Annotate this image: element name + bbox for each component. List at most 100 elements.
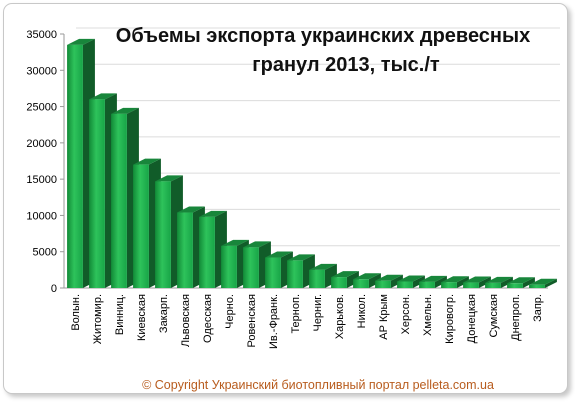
bar-top xyxy=(89,93,117,100)
bar-front xyxy=(89,99,105,288)
bar xyxy=(397,275,425,288)
x-tick-label: Закарп. xyxy=(158,294,170,333)
bar-front xyxy=(199,216,215,288)
bar-top xyxy=(375,274,403,281)
bar-front xyxy=(353,279,369,288)
x-tick-label: Херсон. xyxy=(400,294,412,334)
bar xyxy=(375,274,403,288)
bar-front xyxy=(419,281,435,288)
bar-side xyxy=(500,276,513,288)
bar-top xyxy=(243,241,271,248)
x-tick-label: Никол. xyxy=(356,294,368,328)
x-tick-label: Хмельн. xyxy=(422,294,434,336)
bar-top xyxy=(419,275,447,282)
y-tick-label: 30000 xyxy=(26,65,57,77)
bar xyxy=(441,276,469,288)
bar xyxy=(507,277,535,288)
bar-top xyxy=(309,263,337,270)
bar-front xyxy=(221,245,237,288)
bar-side xyxy=(456,276,469,288)
y-tick-label: 20000 xyxy=(26,138,57,150)
x-tick-label: Сумская xyxy=(488,294,500,338)
bar-top xyxy=(67,38,95,45)
x-tick-label: Черниг. xyxy=(312,294,324,332)
chart-title-line-2: гранул 2013, тыс./т xyxy=(252,54,440,76)
bar-front xyxy=(111,113,127,288)
x-tick-label: Черно. xyxy=(224,294,236,329)
bar xyxy=(331,271,359,288)
x-tick-label: Львовская xyxy=(180,294,192,347)
x-tick-label: Ив.-Франк. xyxy=(268,294,280,349)
bar-top xyxy=(111,107,139,114)
bar xyxy=(309,263,337,288)
bar-side xyxy=(412,275,425,288)
bar-top xyxy=(353,273,381,280)
bar-front xyxy=(287,260,303,288)
x-tick-label: Донецкая xyxy=(466,294,478,343)
bar-front xyxy=(265,257,281,288)
bar xyxy=(529,278,557,288)
bar-side xyxy=(346,271,359,288)
bar xyxy=(419,275,447,288)
bar-front xyxy=(243,247,259,288)
copyright-text: © Copyright Украинский биотопливный порт… xyxy=(142,378,494,392)
bar-top xyxy=(485,276,513,283)
bar-top xyxy=(397,275,425,282)
y-tick-label: 25000 xyxy=(26,102,57,114)
bar-top xyxy=(221,239,249,246)
bar-top xyxy=(265,251,293,258)
y-tick-label: 15000 xyxy=(26,174,57,186)
bar-front xyxy=(441,282,457,288)
bar xyxy=(463,276,491,288)
x-tick-label: Кировогр. xyxy=(444,294,456,344)
bar-front xyxy=(397,281,413,288)
bar-front xyxy=(529,284,545,288)
bar-front xyxy=(133,164,149,288)
bar-side xyxy=(522,277,535,288)
x-tick-label: Ровенская xyxy=(246,294,258,348)
bar xyxy=(89,93,117,288)
x-tick-label: Волын. xyxy=(70,294,82,331)
bar xyxy=(485,276,513,288)
x-tick-label: Житомир. xyxy=(92,294,104,344)
bar-front xyxy=(309,269,325,288)
bar-top xyxy=(287,254,315,261)
bar-top xyxy=(507,277,535,284)
bar-front xyxy=(331,277,347,288)
bars xyxy=(67,38,557,289)
bar-front xyxy=(485,282,501,288)
bar-side xyxy=(544,278,557,288)
x-tick-label: АР Крым xyxy=(378,294,390,340)
x-tick-label: Винниц. xyxy=(114,294,126,335)
bar-top xyxy=(529,278,557,285)
x-tick-label: Одесская xyxy=(202,294,214,343)
bar-front xyxy=(375,280,391,288)
bar-side xyxy=(390,274,403,288)
bar-front xyxy=(463,282,479,288)
bar-top xyxy=(155,175,183,182)
y-tick-label: 10000 xyxy=(26,210,57,222)
x-tick-label: Днепроп. xyxy=(510,294,522,341)
bar xyxy=(353,273,381,288)
y-axis-ticks: 0 5000 10000 15000 20000 25000 30000 35000 xyxy=(26,29,64,295)
x-axis-ticks: Волын. Житомир. Винниц. Киевская Закарп. Льво… xyxy=(70,294,544,349)
bar-front xyxy=(155,181,171,288)
x-tick-label: Харьков. xyxy=(334,294,346,339)
bar-top xyxy=(177,206,205,213)
y-tick-label: 35000 xyxy=(26,29,57,41)
bar-front xyxy=(177,212,193,288)
bar-side xyxy=(478,276,491,288)
bar-top xyxy=(199,210,227,217)
x-tick-label: Киевская xyxy=(136,294,148,341)
chart-title-line-1: Объемы экспорта украинских древесных xyxy=(116,25,530,47)
y-tick-label: 5000 xyxy=(33,247,57,259)
bar-top xyxy=(441,276,469,283)
bar-top xyxy=(463,276,491,283)
bar-side xyxy=(368,273,381,288)
bar-front xyxy=(507,283,523,288)
bar-top xyxy=(133,158,161,165)
bar-top xyxy=(331,271,359,278)
y-tick-label: 0 xyxy=(51,283,57,295)
bar-front xyxy=(67,44,83,289)
